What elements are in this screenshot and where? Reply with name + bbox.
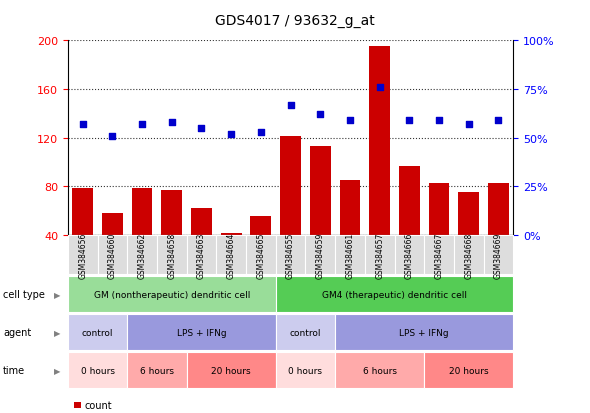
Text: count: count: [84, 400, 112, 410]
Text: GSM384659: GSM384659: [316, 232, 325, 278]
Bar: [73, 188, 93, 284]
Bar: [280, 137, 301, 284]
Text: ▶: ▶: [54, 366, 61, 375]
Bar: [369, 47, 390, 284]
Text: GM4 (therapeutic) dendritic cell: GM4 (therapeutic) dendritic cell: [322, 290, 467, 299]
Text: GSM384657: GSM384657: [375, 232, 384, 278]
Point: [494, 118, 503, 124]
Text: GSM384655: GSM384655: [286, 232, 295, 278]
Point: [256, 129, 266, 136]
Text: GSM384662: GSM384662: [137, 232, 146, 278]
Point: [167, 119, 176, 126]
Text: LPS + IFNg: LPS + IFNg: [176, 328, 227, 337]
Bar: [458, 193, 479, 284]
Point: [137, 121, 147, 128]
Text: 20 hours: 20 hours: [211, 366, 251, 375]
Text: 0 hours: 0 hours: [289, 366, 322, 375]
Text: control: control: [290, 328, 321, 337]
Bar: [488, 183, 509, 284]
Text: GM (nontherapeutic) dendritic cell: GM (nontherapeutic) dendritic cell: [94, 290, 250, 299]
Text: 6 hours: 6 hours: [363, 366, 396, 375]
Text: 6 hours: 6 hours: [140, 366, 174, 375]
Text: GSM384666: GSM384666: [405, 232, 414, 278]
Point: [196, 125, 206, 132]
Text: cell type: cell type: [3, 290, 45, 299]
Text: ▶: ▶: [54, 290, 61, 299]
Text: agent: agent: [3, 328, 31, 337]
Bar: [132, 188, 152, 284]
Text: control: control: [82, 328, 113, 337]
Point: [464, 121, 473, 128]
Point: [375, 85, 385, 91]
Text: GSM384668: GSM384668: [464, 232, 473, 278]
Text: 20 hours: 20 hours: [449, 366, 489, 375]
Point: [345, 118, 355, 124]
Point: [78, 121, 87, 128]
Point: [405, 118, 414, 124]
Bar: [191, 209, 212, 284]
Bar: [162, 190, 182, 284]
Text: 0 hours: 0 hours: [81, 366, 114, 375]
Text: time: time: [3, 366, 25, 375]
Text: LPS + IFNg: LPS + IFNg: [399, 328, 449, 337]
Text: GSM384663: GSM384663: [197, 232, 206, 278]
Point: [227, 131, 236, 138]
Bar: [429, 183, 450, 284]
Bar: [399, 166, 419, 284]
Text: ▶: ▶: [54, 328, 61, 337]
Text: GSM384658: GSM384658: [168, 232, 176, 278]
Text: GDS4017 / 93632_g_at: GDS4017 / 93632_g_at: [215, 14, 375, 28]
Text: GSM384656: GSM384656: [78, 232, 87, 278]
Text: GSM384669: GSM384669: [494, 232, 503, 278]
Text: GSM384665: GSM384665: [257, 232, 266, 278]
Bar: [340, 181, 360, 284]
Point: [107, 133, 117, 140]
Point: [316, 112, 325, 119]
Text: GSM384661: GSM384661: [346, 232, 355, 278]
Text: GSM384660: GSM384660: [108, 232, 117, 278]
Bar: [221, 233, 241, 284]
Bar: [102, 214, 123, 284]
Bar: [251, 216, 271, 284]
Bar: [310, 147, 330, 284]
Point: [434, 118, 444, 124]
Point: [286, 102, 295, 109]
Text: GSM384664: GSM384664: [227, 232, 235, 278]
Text: GSM384667: GSM384667: [435, 232, 444, 278]
